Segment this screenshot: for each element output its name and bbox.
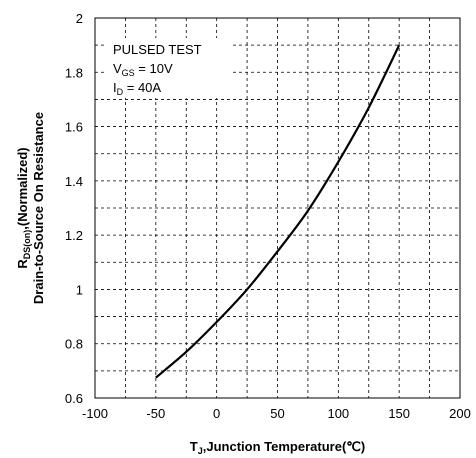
legend: PULSED TEST VGS = 10V ID = 40A — [107, 38, 231, 98]
series-line — [155, 44, 401, 379]
y-axis-title: RDS(on),(Normalized) Drain-to-Source On … — [15, 112, 46, 304]
x-tick-label: -100 — [82, 406, 108, 421]
y-tick-label: 0.6 — [65, 391, 83, 406]
plot-frame — [94, 17, 461, 399]
x-tick-label: -50 — [146, 406, 165, 421]
x-tick-label: 50 — [270, 406, 284, 421]
y-tick-label: 1 — [76, 282, 83, 297]
y-tick-label: 0.8 — [65, 337, 83, 352]
y-tick-label: 1.8 — [65, 65, 83, 80]
tick-labels: -100 -50 0 50 100 150 200 0.6 0.8 1 1.2 1.4 1.6 1.8 2 — [65, 11, 471, 421]
x-axis-title: TJ,Junction Temperature(℃) — [190, 439, 365, 456]
x-title-rest: ,Junction Temperature(℃) — [203, 439, 365, 454]
legend-id-rest: = 40A — [123, 80, 161, 95]
legend-id-sub: D — [117, 87, 124, 97]
legend-vgs-main: V — [113, 61, 122, 76]
legend-id: ID = 40A — [113, 80, 161, 97]
y-tick-label: 1.6 — [65, 120, 83, 135]
y-title-line2: Drain-to-Source On Resistance — [31, 112, 46, 304]
legend-vgs: VGS = 10V — [113, 61, 173, 78]
x-tick-label: 0 — [213, 406, 220, 421]
y-title-main: R — [15, 259, 30, 269]
y-tick-label: 1.4 — [65, 174, 83, 189]
legend-pulsed-test: PULSED TEST — [113, 42, 202, 57]
y-title-line1: RDS(on),(Normalized) — [15, 147, 32, 268]
x-tick-label: 150 — [388, 406, 410, 421]
x-title-main: T — [190, 439, 198, 454]
x-title-sub: J — [198, 446, 203, 456]
legend-box — [107, 38, 231, 98]
x-tick-label: 100 — [327, 406, 349, 421]
y-tick-label: 1.2 — [65, 228, 83, 243]
y-title-rest: ,(Normalized) — [15, 147, 30, 229]
legend-vgs-rest: = 10V — [135, 61, 173, 76]
y-title-sub: DS(on) — [22, 230, 32, 260]
legend-id-main: I — [113, 80, 117, 95]
x-tick-label: 200 — [449, 406, 471, 421]
grid — [95, 18, 460, 398]
y-tick-label: 2 — [76, 11, 83, 26]
legend-vgs-sub: GS — [122, 68, 135, 78]
